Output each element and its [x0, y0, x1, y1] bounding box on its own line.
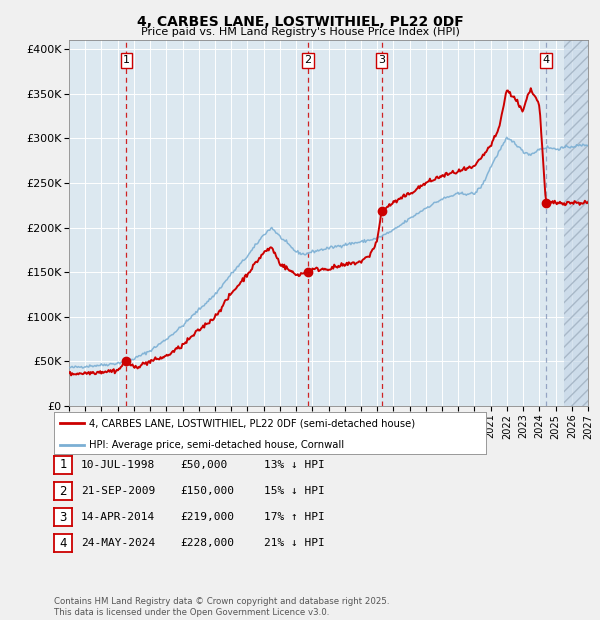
Text: Contains HM Land Registry data © Crown copyright and database right 2025.
This d: Contains HM Land Registry data © Crown c… [54, 598, 389, 617]
Text: 4, CARBES LANE, LOSTWITHIEL, PL22 0DF (semi-detached house): 4, CARBES LANE, LOSTWITHIEL, PL22 0DF (s… [89, 418, 415, 428]
Bar [563, 40, 588, 406]
Text: 14-APR-2014: 14-APR-2014 [81, 512, 155, 522]
Text: £219,000: £219,000 [180, 512, 234, 522]
Text: 21-SEP-2009: 21-SEP-2009 [81, 486, 155, 496]
Text: 2: 2 [304, 55, 311, 66]
Text: 10-JUL-1998: 10-JUL-1998 [81, 460, 155, 470]
Text: 4: 4 [542, 55, 550, 66]
Bar [563, 40, 588, 406]
Text: Price paid vs. HM Land Registry's House Price Index (HPI): Price paid vs. HM Land Registry's House … [140, 27, 460, 37]
Text: 4: 4 [59, 537, 67, 549]
Text: £228,000: £228,000 [180, 538, 234, 548]
Text: 21% ↓ HPI: 21% ↓ HPI [264, 538, 325, 548]
Text: 3: 3 [59, 511, 67, 523]
Text: 13% ↓ HPI: 13% ↓ HPI [264, 460, 325, 470]
Text: 17% ↑ HPI: 17% ↑ HPI [264, 512, 325, 522]
Text: 1: 1 [123, 55, 130, 66]
Text: 1: 1 [59, 459, 67, 471]
Text: £50,000: £50,000 [180, 460, 227, 470]
Text: 15% ↓ HPI: 15% ↓ HPI [264, 486, 325, 496]
Text: £150,000: £150,000 [180, 486, 234, 496]
Text: 2: 2 [59, 485, 67, 497]
Text: 4, CARBES LANE, LOSTWITHIEL, PL22 0DF: 4, CARBES LANE, LOSTWITHIEL, PL22 0DF [137, 16, 463, 30]
Text: HPI: Average price, semi-detached house, Cornwall: HPI: Average price, semi-detached house,… [89, 440, 344, 450]
Text: 24-MAY-2024: 24-MAY-2024 [81, 538, 155, 548]
Text: 3: 3 [378, 55, 385, 66]
